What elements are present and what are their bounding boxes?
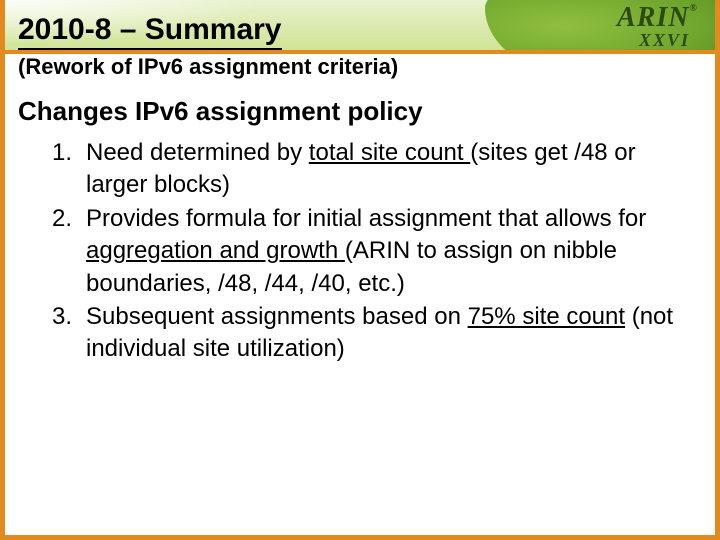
- list-item: 2. Provides formula for initial assignme…: [58, 203, 702, 300]
- slide-title: 2010-8 – Summary: [18, 12, 282, 50]
- item-pre: Subsequent assignments based on: [86, 303, 468, 330]
- frame-right: [715, 0, 720, 540]
- list-item: 1. Need determined by total site count (…: [58, 137, 702, 202]
- slide-section: Changes IPv6 assignment policy: [18, 96, 702, 127]
- item-number: 1.: [52, 137, 72, 169]
- slide-subtitle: (Rework of IPv6 assignment criteria): [18, 54, 702, 80]
- item-number: 2.: [52, 203, 72, 235]
- frame-left: [0, 0, 5, 540]
- list-item: 3. Subsequent assignments based on 75% s…: [58, 301, 702, 366]
- points-list: 1. Need determined by total site count (…: [18, 137, 702, 366]
- slide-content: 2010-8 – Summary (Rework of IPv6 assignm…: [18, 12, 702, 367]
- item-pre: Need determined by: [86, 139, 309, 166]
- item-underline: aggregation and growth: [86, 237, 345, 264]
- item-underline: total site count: [309, 139, 470, 166]
- frame-bottom: [0, 535, 720, 540]
- item-underline: 75% site count: [468, 303, 625, 330]
- item-pre: Provides formula for initial assignment …: [86, 205, 646, 232]
- item-number: 3.: [52, 301, 72, 333]
